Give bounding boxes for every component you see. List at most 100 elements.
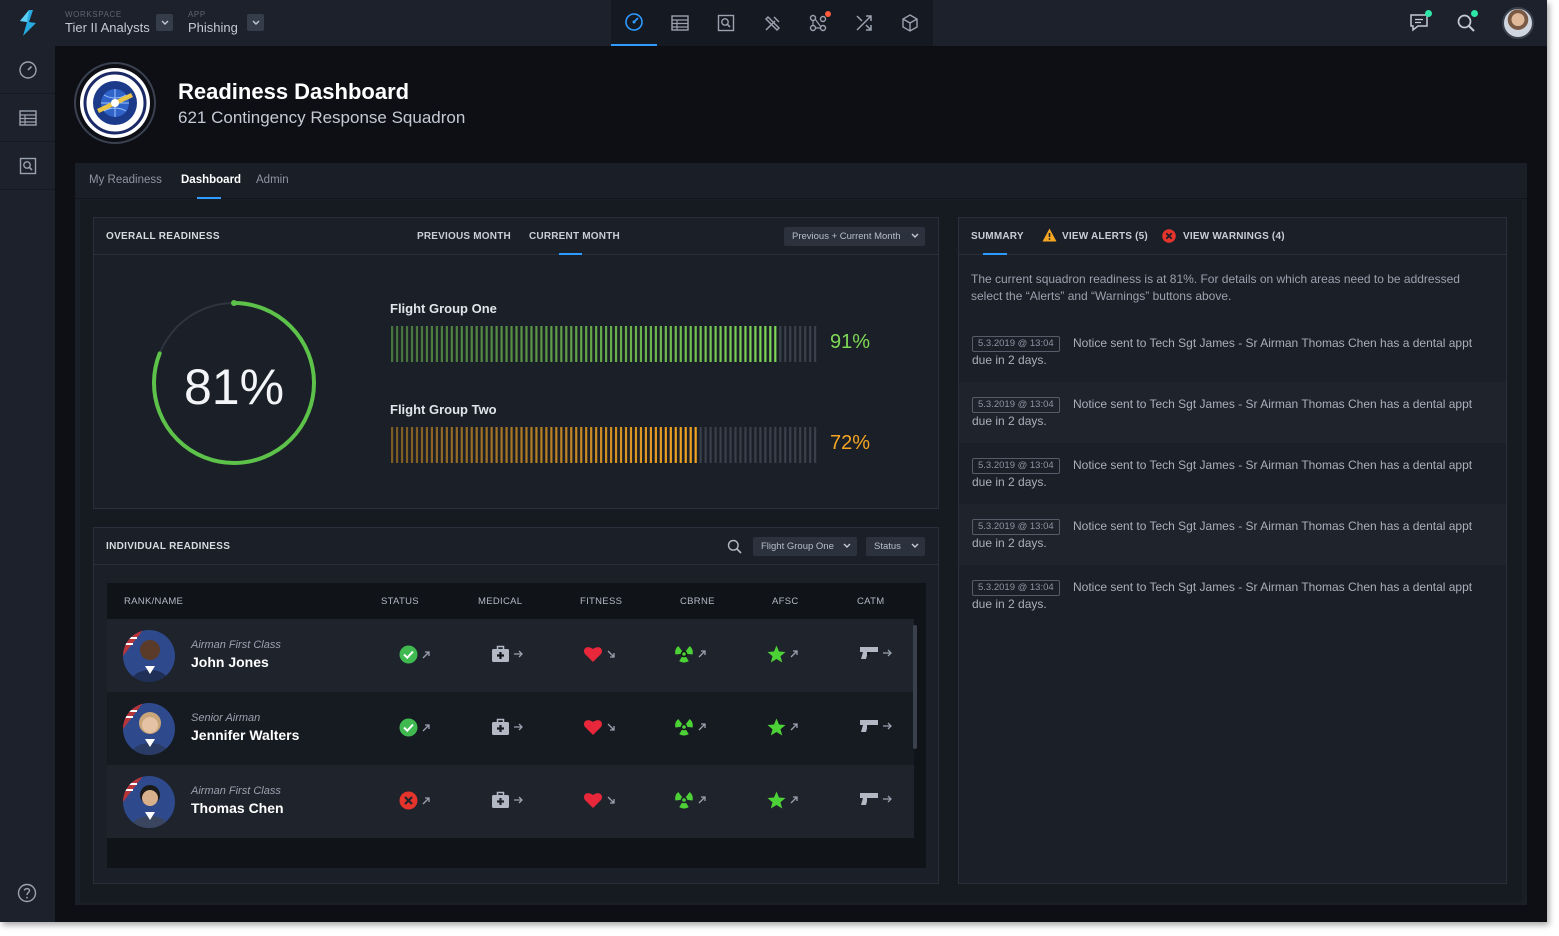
- check-circle-icon: [399, 645, 418, 664]
- bar-segment: [465, 427, 468, 463]
- bar-segment: [605, 427, 608, 463]
- user-avatar[interactable]: [1502, 7, 1534, 39]
- app-selector[interactable]: APP Phishing: [188, 10, 238, 35]
- tab-current-month[interactable]: CURRENT MONTH: [529, 231, 620, 242]
- nav-table[interactable]: [657, 0, 703, 46]
- arrow-down-right-icon: [607, 796, 615, 804]
- bar-segment: [540, 427, 543, 463]
- cbrne-cell[interactable]: [674, 791, 707, 809]
- notice-item[interactable]: 5.3.2019 @ 13:04 Notice sent to Tech Sgt…: [959, 443, 1506, 504]
- sidebar-item-search-documents[interactable]: [0, 142, 55, 190]
- column-header-status[interactable]: STATUS: [381, 596, 419, 607]
- medical-cell[interactable]: [491, 791, 523, 809]
- workspace-dropdown-button[interactable]: [156, 14, 173, 31]
- tab-summary[interactable]: SUMMARY: [971, 231, 1024, 242]
- period-select[interactable]: Previous + Current Month: [784, 227, 925, 246]
- tab-dashboard[interactable]: Dashboard: [181, 174, 242, 186]
- sidebar-item-dashboard[interactable]: [0, 46, 55, 94]
- bar-segment: [530, 427, 533, 463]
- status-cell[interactable]: [399, 645, 431, 664]
- tab-admin[interactable]: Admin: [256, 174, 289, 186]
- help-icon: [17, 883, 37, 903]
- summary-card: SUMMARY VIEW ALERTS (5) VIEW WARNINGS (4…: [958, 217, 1507, 884]
- table-scrollbar[interactable]: [913, 625, 917, 749]
- fitness-cell[interactable]: [583, 791, 616, 809]
- fitness-cell[interactable]: [583, 718, 616, 736]
- cbrne-cell[interactable]: [674, 718, 707, 736]
- medical-cell[interactable]: [491, 645, 523, 663]
- view-alerts-button[interactable]: VIEW ALERTS (5): [1062, 231, 1148, 242]
- afsc-cell[interactable]: [767, 645, 799, 663]
- table-row[interactable]: Senior Airman Jennifer Walters: [107, 692, 914, 765]
- column-header-afsc[interactable]: AFSC: [772, 596, 799, 607]
- bar-segment: [415, 326, 419, 362]
- afsc-cell[interactable]: [767, 718, 799, 736]
- flight-group-select[interactable]: Flight Group One: [753, 537, 857, 556]
- sidebar-item-table[interactable]: [0, 94, 55, 142]
- flight-group-one-bar: [391, 326, 817, 362]
- notice-item[interactable]: 5.3.2019 @ 13:04 Notice sent to Tech Sgt…: [959, 382, 1506, 443]
- cbrne-cell[interactable]: [674, 645, 707, 663]
- error-circle-icon: [399, 791, 418, 810]
- arrow-up-right-icon: [698, 650, 706, 658]
- rank: Airman First Class: [191, 785, 281, 797]
- nav-shuffle[interactable]: [841, 0, 887, 46]
- app-logo[interactable]: [0, 0, 55, 46]
- table-search-button[interactable]: [727, 539, 742, 559]
- tab-previous-month[interactable]: PREVIOUS MONTH: [417, 231, 511, 242]
- catm-cell[interactable]: [859, 791, 892, 807]
- squadron-emblem: [74, 62, 156, 144]
- notification-dot: [1471, 10, 1478, 17]
- name[interactable]: Thomas Chen: [191, 800, 284, 816]
- catm-cell[interactable]: [859, 645, 892, 661]
- name[interactable]: John Jones: [191, 654, 269, 670]
- bar-segment: [580, 427, 583, 463]
- column-header-fitness[interactable]: FITNESS: [580, 596, 623, 607]
- nav-network[interactable]: [795, 0, 841, 46]
- bar-segment: [505, 326, 508, 362]
- table-icon: [18, 109, 37, 126]
- bar-segment: [495, 326, 498, 362]
- bar-segment: [789, 427, 792, 463]
- notice-item[interactable]: 5.3.2019 @ 13:04 Notice sent to Tech Sgt…: [959, 321, 1506, 382]
- medical-cell[interactable]: [491, 718, 523, 736]
- nav-tools[interactable]: [749, 0, 795, 46]
- bar-segment: [694, 326, 697, 362]
- help-button[interactable]: [17, 883, 37, 908]
- name[interactable]: Jennifer Walters: [191, 727, 300, 743]
- column-header-medical[interactable]: MEDICAL: [478, 596, 523, 607]
- bar-segment: [759, 326, 762, 362]
- global-search-button[interactable]: [1452, 9, 1480, 37]
- bar-segment: [799, 427, 802, 463]
- nav-cube[interactable]: [887, 0, 933, 46]
- bar-segment: [480, 326, 483, 362]
- fitness-cell[interactable]: [583, 645, 616, 663]
- nav-search-documents[interactable]: [703, 0, 749, 46]
- nav-dashboard[interactable]: [611, 0, 657, 46]
- status-cell[interactable]: [399, 718, 431, 737]
- view-warnings-button[interactable]: VIEW WARNINGS (4): [1183, 231, 1285, 242]
- bar-segment: [585, 326, 588, 362]
- column-header-cbrne[interactable]: CBRNE: [680, 596, 715, 607]
- bar-segment: [704, 427, 707, 463]
- app-dropdown-button[interactable]: [247, 14, 264, 31]
- card-header: SUMMARY VIEW ALERTS (5) VIEW WARNINGS (4…: [959, 218, 1506, 255]
- column-header-rank-name[interactable]: RANK/NAME: [124, 596, 184, 607]
- bar-segment: [430, 326, 434, 362]
- afsc-cell[interactable]: [767, 791, 799, 809]
- messages-button[interactable]: [1406, 9, 1434, 37]
- table-row[interactable]: Airman First Class John Jones: [107, 619, 914, 692]
- notice-item[interactable]: 5.3.2019 @ 13:04 Notice sent to Tech Sgt…: [959, 504, 1506, 565]
- radiation-icon: [675, 645, 693, 663]
- table-row[interactable]: Airman First Class Thomas Chen: [107, 765, 914, 838]
- notice-item[interactable]: 5.3.2019 @ 13:04 Notice sent to Tech Sgt…: [959, 565, 1506, 626]
- bar-segment: [405, 326, 409, 362]
- bar-segment: [460, 326, 463, 362]
- chevron-down-icon: [911, 233, 919, 238]
- status-select[interactable]: Status: [866, 537, 925, 556]
- status-cell[interactable]: [399, 791, 431, 810]
- tab-my-readiness[interactable]: My Readiness: [89, 174, 162, 186]
- workspace-selector[interactable]: WORKSPACE Tier II Analysts: [65, 10, 150, 35]
- column-header-catm[interactable]: CATM: [857, 596, 885, 607]
- catm-cell[interactable]: [859, 718, 892, 734]
